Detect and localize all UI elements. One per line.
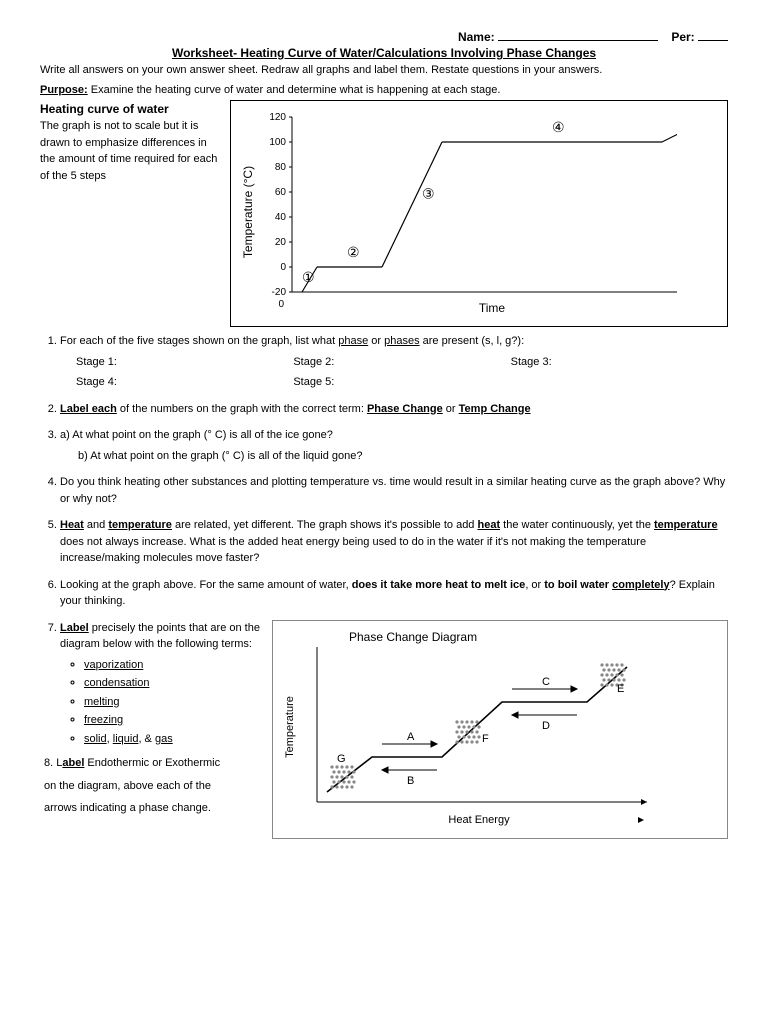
question-7: Label precisely the points that are on t…	[60, 620, 728, 840]
question-2: Label each of the numbers on the graph w…	[60, 401, 728, 418]
svg-text:A: A	[407, 731, 415, 743]
svg-text:Heat Energy: Heat Energy	[448, 814, 510, 826]
svg-text:60: 60	[275, 187, 287, 198]
svg-text:20: 20	[275, 237, 287, 248]
question-5: Heat and temperature are related, yet di…	[60, 517, 728, 567]
svg-text:Temperature (°C): Temperature (°C)	[241, 166, 255, 258]
svg-text:④: ④	[552, 119, 565, 135]
question-6: Looking at the graph above. For the same…	[60, 577, 728, 610]
stage-label: Stage 4:	[76, 374, 293, 391]
stage-label: Stage 2:	[293, 354, 510, 371]
stage-label: Stage 1:	[76, 354, 293, 371]
svg-text:C: C	[542, 676, 550, 688]
intro-text: The graph is not to scale but it is draw…	[40, 118, 220, 184]
term-list: vaporization condensation melting freezi…	[60, 657, 260, 748]
svg-text:③: ③	[422, 185, 435, 201]
per-blank	[698, 40, 728, 41]
instructions-text: Write all answers on your own answer she…	[40, 64, 728, 76]
heating-curve-chart: -20020406080100120 ①②③④⑤ Time 0 Temperat…	[230, 100, 728, 327]
svg-text:100: 100	[269, 137, 286, 148]
name-blank	[498, 40, 658, 41]
svg-text:E: E	[617, 683, 624, 695]
svg-text:D: D	[542, 720, 550, 732]
svg-text:Time: Time	[479, 301, 506, 315]
question-4: Do you think heating other substances an…	[60, 474, 728, 507]
questions-list: For each of the five stages shown on the…	[40, 333, 728, 839]
question-1: For each of the five stages shown on the…	[60, 333, 728, 391]
stage-label: Stage 5:	[293, 374, 510, 391]
header-fields: Name: Per:	[40, 30, 728, 44]
stage-label: Stage 3:	[511, 354, 728, 371]
name-label: Name:	[458, 30, 495, 44]
svg-text:G: G	[337, 753, 346, 765]
svg-text:0: 0	[280, 262, 286, 273]
svg-text:0: 0	[278, 299, 284, 310]
svg-text:B: B	[407, 775, 414, 787]
purpose-line: Purpose: Examine the heating curve of wa…	[40, 84, 728, 96]
per-label: Per:	[671, 30, 694, 44]
svg-text:120: 120	[269, 112, 286, 123]
intro-block: Heating curve of water The graph is not …	[40, 100, 220, 327]
intro-heading: Heating curve of water	[40, 100, 220, 118]
svg-text:-20: -20	[272, 287, 287, 298]
svg-text:Temperature: Temperature	[284, 696, 296, 758]
svg-text:40: 40	[275, 212, 287, 223]
svg-text:F: F	[482, 733, 489, 745]
worksheet-title: Worksheet- Heating Curve of Water/Calcul…	[40, 46, 728, 60]
question-3: a) At what point on the graph (° C) is a…	[60, 427, 728, 464]
svg-text:Phase Change Diagram: Phase Change Diagram	[349, 630, 477, 644]
purpose-text: Examine the heating curve of water and d…	[91, 84, 501, 96]
svg-text:②: ②	[347, 244, 360, 260]
svg-text:①: ①	[302, 269, 315, 285]
phase-change-diagram: Phase Change Diagram	[272, 620, 728, 840]
purpose-label: Purpose:	[40, 84, 88, 96]
svg-text:80: 80	[275, 162, 287, 173]
